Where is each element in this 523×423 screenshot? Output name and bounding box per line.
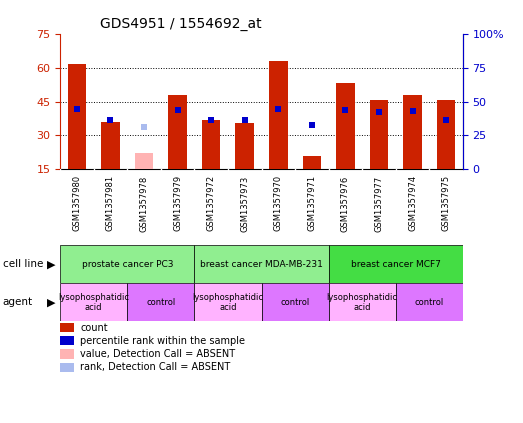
Bar: [403, 95, 422, 169]
Text: GSM1357971: GSM1357971: [308, 175, 316, 231]
Text: prostate cancer PC3: prostate cancer PC3: [82, 260, 173, 269]
Text: percentile rank within the sample: percentile rank within the sample: [81, 336, 245, 346]
Text: GSM1357977: GSM1357977: [374, 175, 383, 231]
Text: lysophosphatidic
acid: lysophosphatidic acid: [192, 293, 264, 312]
Text: rank, Detection Call = ABSENT: rank, Detection Call = ABSENT: [81, 362, 231, 372]
Text: lysophosphatidic
acid: lysophosphatidic acid: [58, 293, 129, 312]
Text: GSM1357976: GSM1357976: [341, 175, 350, 231]
Bar: [60, 336, 74, 345]
Bar: [336, 83, 355, 169]
Bar: [60, 245, 195, 283]
Text: control: control: [146, 298, 175, 307]
Text: GSM1357972: GSM1357972: [207, 175, 215, 231]
Bar: [202, 120, 220, 169]
Text: ▶: ▶: [47, 297, 55, 308]
Text: lysophosphatidic
acid: lysophosphatidic acid: [327, 293, 397, 312]
Bar: [328, 283, 396, 321]
Bar: [60, 363, 74, 372]
Text: breast cancer MDA-MB-231: breast cancer MDA-MB-231: [200, 260, 323, 269]
Bar: [437, 100, 456, 169]
Text: GDS4951 / 1554692_at: GDS4951 / 1554692_at: [100, 17, 262, 31]
Bar: [67, 64, 86, 169]
Bar: [303, 156, 321, 169]
Bar: [396, 283, 463, 321]
Text: GSM1357974: GSM1357974: [408, 175, 417, 231]
Bar: [262, 283, 328, 321]
Text: breast cancer MCF7: breast cancer MCF7: [351, 260, 441, 269]
Bar: [195, 283, 262, 321]
Text: control: control: [415, 298, 444, 307]
Text: GSM1357981: GSM1357981: [106, 175, 115, 231]
Bar: [127, 283, 195, 321]
Bar: [60, 323, 74, 332]
Text: GSM1357980: GSM1357980: [72, 175, 82, 231]
Text: GSM1357975: GSM1357975: [441, 175, 451, 231]
Bar: [235, 123, 254, 169]
Bar: [269, 61, 288, 169]
Bar: [60, 349, 74, 359]
Text: GSM1357978: GSM1357978: [140, 175, 149, 231]
Bar: [370, 100, 388, 169]
Bar: [168, 95, 187, 169]
Text: GSM1357979: GSM1357979: [173, 175, 182, 231]
Bar: [135, 154, 153, 169]
Text: GSM1357973: GSM1357973: [240, 175, 249, 231]
Bar: [195, 245, 328, 283]
Text: value, Detection Call = ABSENT: value, Detection Call = ABSENT: [81, 349, 235, 359]
Text: cell line: cell line: [3, 259, 43, 269]
Bar: [101, 122, 120, 169]
Text: ▶: ▶: [47, 259, 55, 269]
Bar: [328, 245, 463, 283]
Bar: [60, 283, 127, 321]
Text: GSM1357970: GSM1357970: [274, 175, 283, 231]
Text: count: count: [81, 323, 108, 332]
Text: control: control: [280, 298, 310, 307]
Text: agent: agent: [3, 297, 33, 308]
